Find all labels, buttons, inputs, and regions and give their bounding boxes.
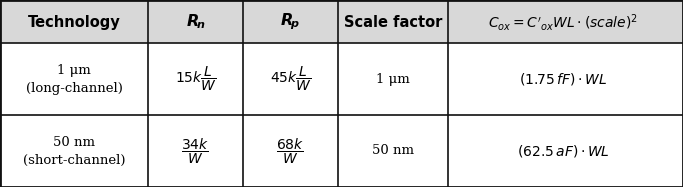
Text: 1 μm
(long-channel): 1 μm (long-channel)	[25, 64, 122, 94]
Text: $\mathit{45k}\dfrac{\mathit{L}}{\mathit{W}}$: $\mathit{45k}\dfrac{\mathit{L}}{\mathit{…	[270, 65, 311, 93]
Text: $\mathit{15k}\dfrac{\mathit{L}}{\mathit{W}}$: $\mathit{15k}\dfrac{\mathit{L}}{\mathit{…	[175, 65, 217, 93]
Text: $(62.5\,aF) \cdot WL$: $(62.5\,aF) \cdot WL$	[516, 143, 609, 159]
Text: $\dfrac{\mathit{68k}}{\mathit{W}}$: $\dfrac{\mathit{68k}}{\mathit{W}}$	[277, 136, 305, 166]
Text: Technology: Technology	[27, 15, 120, 30]
Text: 1 μm: 1 μm	[376, 73, 410, 85]
Text: 50 nm: 50 nm	[372, 145, 414, 157]
Text: 50 nm
(short-channel): 50 nm (short-channel)	[23, 136, 125, 166]
Text: $\boldsymbol{R}_{\!\boldsymbol{p}}$: $\boldsymbol{R}_{\!\boldsymbol{p}}$	[281, 12, 301, 32]
Text: $\dfrac{\mathit{34k}}{\mathit{W}}$: $\dfrac{\mathit{34k}}{\mathit{W}}$	[182, 136, 210, 166]
Text: $\boldsymbol{R}_{\!\boldsymbol{n}}$: $\boldsymbol{R}_{\!\boldsymbol{n}}$	[186, 13, 206, 31]
Text: $(1.75\,fF) \cdot WL$: $(1.75\,fF) \cdot WL$	[519, 71, 607, 87]
Text: Scale factor: Scale factor	[344, 15, 442, 30]
Text: $C_{ox} = C'_{ox}WL \cdot (scale)^2$: $C_{ox} = C'_{ox}WL \cdot (scale)^2$	[488, 11, 638, 33]
Bar	[0, 1, 683, 43]
